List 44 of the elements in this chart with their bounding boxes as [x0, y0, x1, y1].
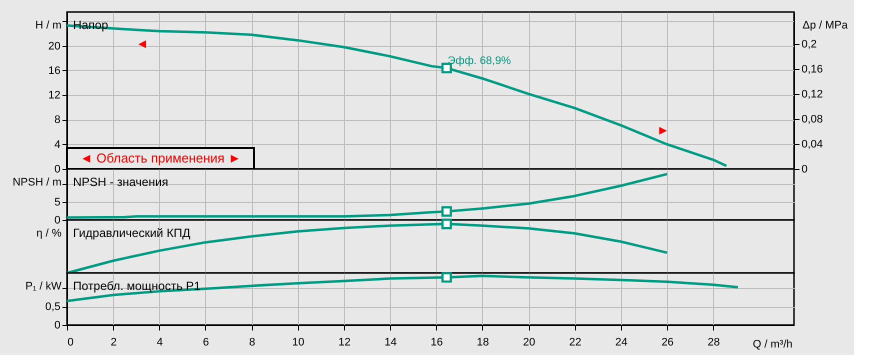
- y2-tick-label: 0: [802, 164, 808, 176]
- y-tick-label: 0: [54, 320, 60, 332]
- y2-tick-label: 0,12: [802, 88, 823, 100]
- y-tick-label: 0,5: [45, 301, 60, 314]
- y-axis-title: η / %: [36, 228, 62, 240]
- y2-tick-label: 0,16: [802, 63, 823, 76]
- y-tick-label: 0: [54, 164, 60, 176]
- line-series: [66, 172, 668, 219]
- annotation: Эфф. 68,9%: [448, 55, 512, 68]
- chart-title: Гидравлический КПД: [73, 226, 190, 240]
- x-tick-label: 4: [156, 336, 163, 348]
- x-tick-label: 10: [292, 336, 304, 348]
- x-tick-label: 12: [338, 336, 351, 348]
- y-tick-label: 8: [54, 114, 60, 126]
- x-tick-label: 24: [615, 336, 628, 348]
- x-tick-label: 26: [661, 336, 674, 348]
- x-axis-title: Q / m³/h: [752, 338, 792, 350]
- y-tick-label: 20: [48, 40, 60, 52]
- y2-axis-title: Δp / MPa: [802, 20, 849, 32]
- y2-tick-label: 0,08: [802, 113, 823, 126]
- annotation: ◄ Область применения ►: [80, 150, 242, 166]
- y-tick-label: 0: [54, 214, 60, 226]
- y-axis-title: NPSH / m: [12, 176, 62, 188]
- y-axis-title: P₁ / kW: [25, 280, 62, 292]
- y2-tick-label: 0,2: [802, 38, 817, 50]
- y-tick-label: 5: [54, 196, 60, 208]
- x-tick-label: 8: [249, 336, 256, 348]
- annotation: ◄: [136, 36, 149, 51]
- y-tick-label: 12: [48, 90, 60, 102]
- x-tick-label: 18: [476, 336, 490, 348]
- x-tick-label: 2: [110, 336, 117, 348]
- y-axis-title: H / m: [35, 20, 62, 32]
- y-tick-label: 4: [54, 138, 60, 151]
- y2-tick-label: 0,04: [802, 138, 823, 150]
- chart-title: NPSH - значения: [73, 175, 168, 189]
- x-tick-label: 28: [708, 336, 720, 348]
- annotation: ►: [656, 122, 670, 138]
- x-tick-label: 0: [68, 336, 74, 348]
- x-tick-label: 22: [569, 336, 582, 348]
- x-tick-label: 14: [384, 336, 397, 348]
- x-tick-label: 20: [522, 336, 536, 348]
- x-tick-label: 6: [202, 336, 210, 348]
- y-tick-label: 16: [48, 64, 60, 77]
- x-tick-label: 16: [430, 336, 443, 348]
